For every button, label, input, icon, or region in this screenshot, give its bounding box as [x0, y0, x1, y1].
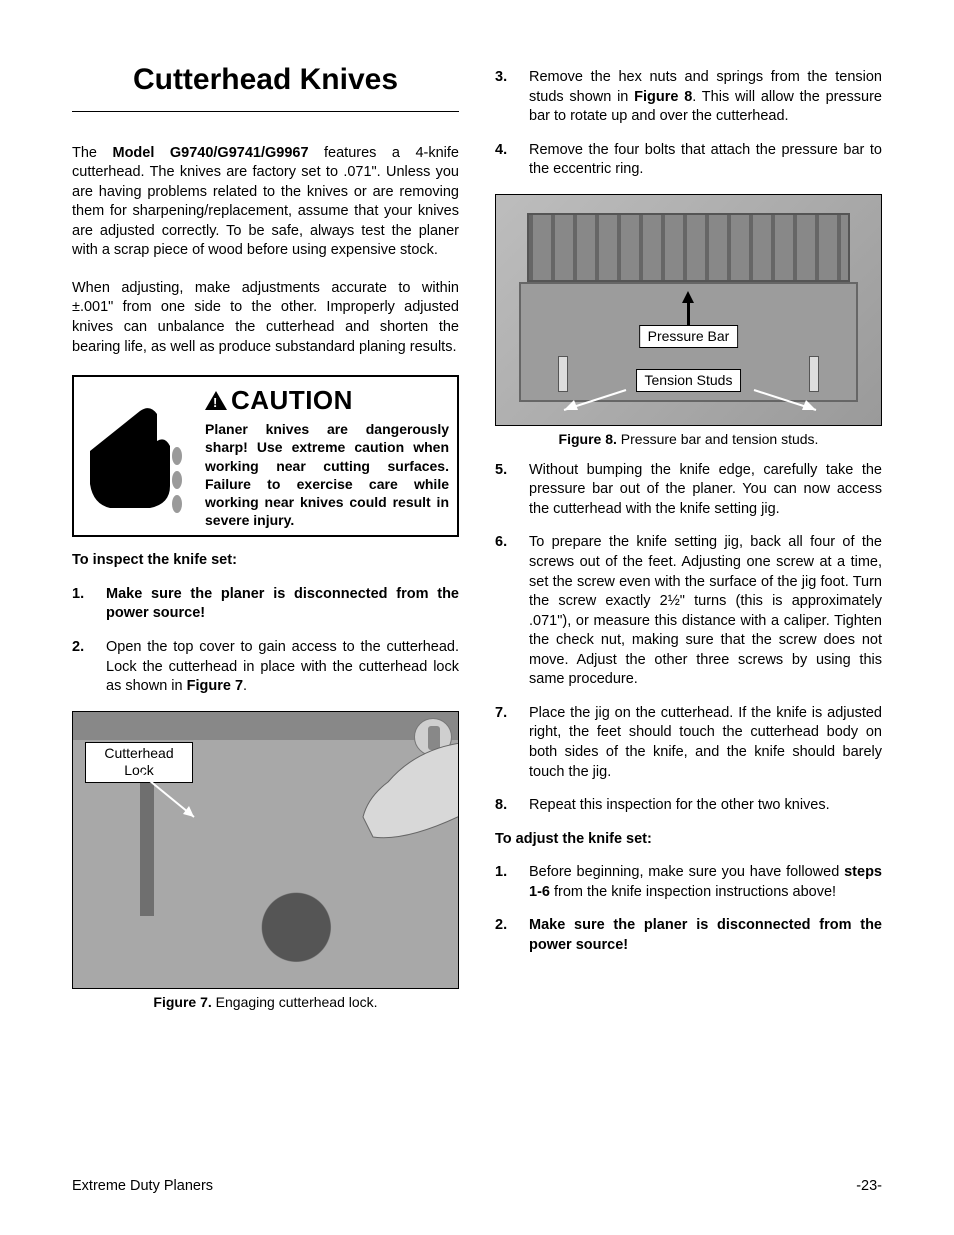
txt: features a 4-knife cutterhead. The knive… [72, 145, 459, 259]
list-item: 3. Remove the hex nuts and springs from … [495, 68, 882, 127]
intro-p1: The Model G9740/G9741/G9967 features a 4… [72, 144, 459, 261]
warning-triangle-icon [205, 391, 227, 410]
list-item: 4. Remove the four bolts that attach the… [495, 141, 882, 180]
adjust-steps: 1. Before beginning, make sure you have … [495, 863, 882, 955]
caution-box: CAUTION Planer knives are dangerously sh… [72, 375, 459, 537]
step-num: 7. [495, 704, 529, 782]
fig-ref: Figure 7 [187, 678, 243, 694]
list-item: 7.Place the jig on the cutterhead. If th… [495, 704, 882, 782]
list-item: 8.Repeat this inspection for the other t… [495, 796, 882, 816]
intro-p2: When adjusting, make adjustments accurat… [72, 279, 459, 357]
model-num: Model G9740/G9741/G9967 [112, 145, 308, 161]
step-text: Place the jig on the cutterhead. If the … [529, 704, 882, 782]
txt: Open the top cover to gain access to the… [106, 639, 459, 694]
footer-right: -23- [856, 1177, 882, 1197]
step-text: Without bumping the knife edge, carefull… [529, 461, 882, 520]
step-text: Make sure the planer is disconnected fro… [529, 916, 882, 955]
inspect-steps: 1. Make sure the planer is disconnected … [72, 585, 459, 697]
step-num: 1. [72, 585, 106, 624]
adjust-heading: To adjust the knife set: [495, 830, 882, 850]
figure-7: Cutterhead Lock Figure 7. Engaging cutte… [72, 711, 459, 1012]
step-text: To prepare the knife setting jig, back a… [529, 533, 882, 690]
txt: Figure 8. [559, 431, 617, 447]
inspect-heading: To inspect the knife set: [72, 551, 459, 571]
step-num: 5. [495, 461, 529, 520]
list-item: 2. Make sure the planer is disconnected … [495, 916, 882, 955]
step-text: Remove the hex nuts and springs from the… [529, 68, 882, 127]
step-text: Open the top cover to gain access to the… [106, 638, 459, 697]
hand-icon [318, 742, 459, 862]
caution-body: Planer knives are dangerously sharp! Use… [205, 420, 449, 529]
txt: from the knife inspection instructions a… [550, 884, 836, 900]
arrows-icon [496, 195, 881, 425]
step-text: Make sure the planer is disconnected fro… [106, 585, 459, 624]
step-num: 8. [495, 796, 529, 816]
right-steps-b: 5.Without bumping the knife edge, carefu… [495, 461, 882, 816]
txt: Engaging cutterhead lock. [212, 994, 378, 1010]
page-footer: Extreme Duty Planers -23- [72, 1177, 882, 1197]
caution-title: CAUTION [231, 383, 353, 418]
step-text: Before beginning, make sure you have fol… [529, 863, 882, 902]
right-steps-a: 3. Remove the hex nuts and springs from … [495, 68, 882, 180]
caution-hand-icon [82, 383, 197, 529]
footer-left: Extreme Duty Planers [72, 1177, 213, 1197]
figure-8: Pressure Bar Tension Studs Figure 8. Pre… [495, 194, 882, 449]
list-item: 6.To prepare the knife setting jig, back… [495, 533, 882, 690]
txt: Figure 7. [153, 994, 211, 1010]
list-item: 5.Without bumping the knife edge, carefu… [495, 461, 882, 520]
step-num: 3. [495, 68, 529, 127]
txt: Before beginning, make sure you have fol… [529, 864, 844, 880]
fig8-caption: Figure 8. Pressure bar and tension studs… [495, 430, 882, 449]
txt: . [243, 678, 247, 694]
fig-ref: Figure 8 [634, 89, 692, 105]
list-item: 2. Open the top cover to gain access to … [72, 638, 459, 697]
step-text: Repeat this inspection for the other two… [529, 796, 882, 816]
fig7-caption: Figure 7. Engaging cutterhead lock. [72, 993, 459, 1012]
step-num: 4. [495, 141, 529, 180]
step-num: 6. [495, 533, 529, 690]
left-column: Cutterhead Knives The Model G9740/G9741/… [72, 60, 459, 1016]
list-item: 1. Before beginning, make sure you have … [495, 863, 882, 902]
arrow-icon [139, 772, 209, 832]
txt: The [72, 145, 112, 161]
txt: Pressure bar and tension studs. [617, 431, 819, 447]
step-num: 2. [495, 916, 529, 955]
list-item: 1. Make sure the planer is disconnected … [72, 585, 459, 624]
right-column: 3. Remove the hex nuts and springs from … [495, 60, 882, 1016]
step-text: Remove the four bolts that attach the pr… [529, 141, 882, 180]
page-title: Cutterhead Knives [72, 60, 459, 112]
step-num: 1. [495, 863, 529, 902]
step-num: 2. [72, 638, 106, 697]
